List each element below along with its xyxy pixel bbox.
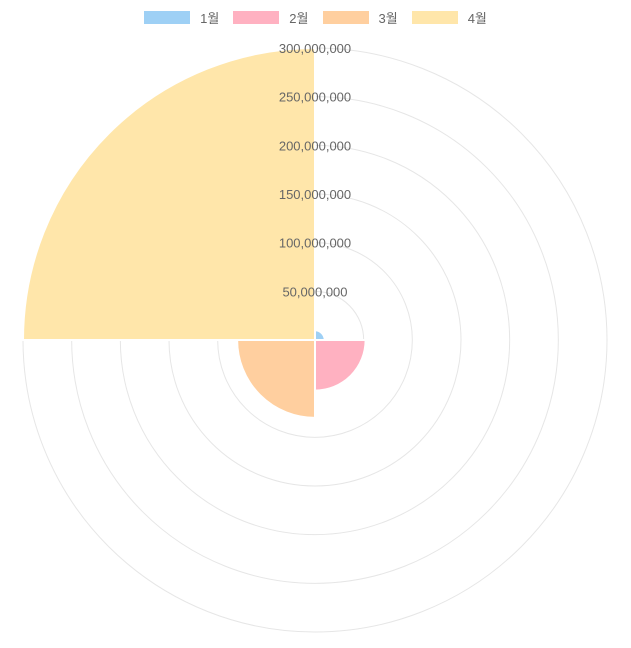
- legend-swatch-4: [411, 10, 458, 24]
- segment-3월[interactable]: [236, 339, 316, 419]
- legend-item-1[interactable]: 1월: [144, 8, 219, 27]
- legend-item-4[interactable]: 4월: [411, 8, 487, 27]
- segment-layer: [21, 46, 367, 419]
- tick-label-5: 250,000,000: [279, 90, 351, 105]
- tick-layer: 50,000,000 100,000,000 150,000,000 200,000,…: [279, 41, 351, 299]
- legend-label-2: 2월: [289, 10, 309, 26]
- segment-1월[interactable]: [314, 329, 326, 341]
- tick-label-6: 300,000,000: [279, 41, 351, 56]
- legend-swatch-1: [144, 10, 191, 24]
- segment-2월[interactable]: [314, 339, 367, 392]
- legend-item-3[interactable]: 3월: [322, 8, 398, 27]
- segment-4월[interactable]: [21, 46, 316, 341]
- legend-label-4: 4월: [467, 10, 487, 26]
- legend-item-2[interactable]: 2월: [233, 8, 309, 27]
- tick-label-4: 200,000,000: [279, 138, 351, 153]
- legend-swatch-2: [233, 10, 280, 24]
- tick-label-3: 150,000,000: [279, 187, 351, 202]
- legend-swatch-3: [322, 10, 369, 24]
- legend-label-3: 3월: [378, 10, 398, 26]
- tick-label-1: 50,000,000: [282, 284, 347, 299]
- tick-label-2: 100,000,000: [279, 236, 351, 251]
- chart-legend: 1월 2월 3월 4월: [0, 6, 631, 28]
- legend-label-1: 1월: [200, 10, 220, 26]
